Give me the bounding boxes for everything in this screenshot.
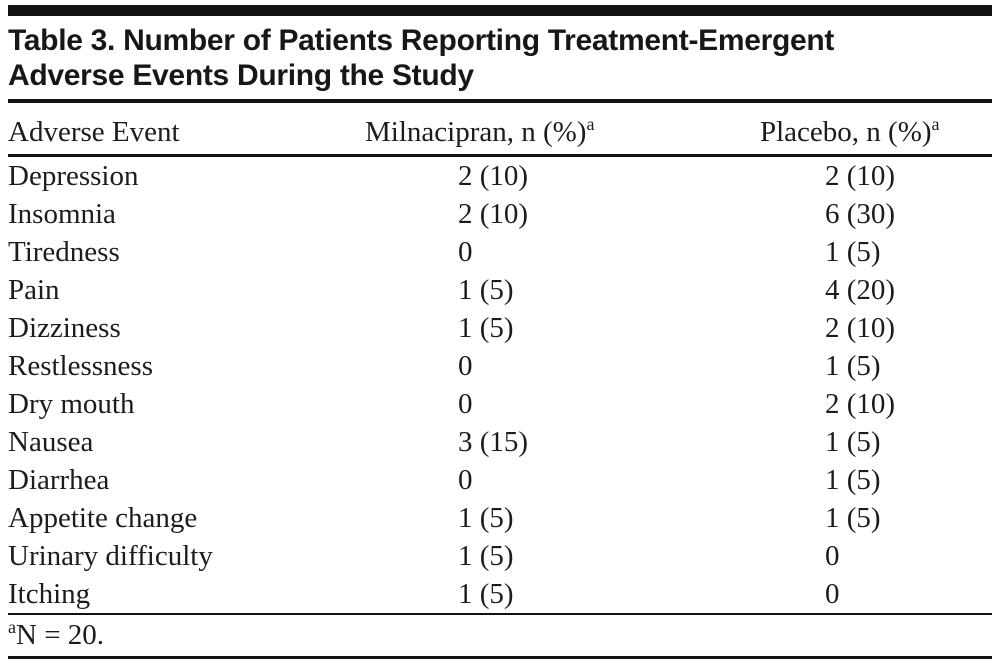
table-row: Dry mouth 0 2 (10) bbox=[8, 385, 992, 423]
adverse-event-cell: Nausea bbox=[8, 426, 94, 458]
table-body: Depression 2 (10) 2 (10) Insomnia 2 (10)… bbox=[8, 157, 992, 613]
milnacipran-value-cell: 3 (15) bbox=[458, 426, 529, 458]
table-bottom-rule bbox=[8, 656, 992, 659]
milnacipran-value-cell: 2 (10) bbox=[458, 160, 529, 192]
adverse-event-cell: Insomnia bbox=[8, 198, 116, 230]
placebo-value-cell: 1 (5) bbox=[825, 502, 881, 534]
table-row: Restlessness 0 1 (5) bbox=[8, 347, 992, 385]
column-header-footnote-marker: a bbox=[931, 114, 940, 134]
milnacipran-value-cell: 1 (5) bbox=[458, 312, 514, 344]
milnacipran-value-cell: 2 (10) bbox=[458, 198, 529, 230]
column-header-footnote-marker: a bbox=[586, 114, 595, 134]
table-row: Nausea 3 (15) 1 (5) bbox=[8, 423, 992, 461]
placebo-value-cell: 2 (10) bbox=[825, 312, 896, 344]
column-header-label: Adverse Event bbox=[8, 116, 180, 148]
milnacipran-value-cell: 0 bbox=[458, 236, 473, 268]
adverse-event-cell: Itching bbox=[8, 578, 91, 610]
table-row: Insomnia 2 (10) 6 (30) bbox=[8, 195, 992, 233]
adverse-event-cell: Restlessness bbox=[8, 350, 153, 382]
body-footnote-divider-rule bbox=[8, 613, 992, 615]
milnacipran-value-cell: 1 (5) bbox=[458, 578, 514, 610]
milnacipran-value-cell: 1 (5) bbox=[458, 540, 514, 572]
table-header-row: Adverse Event Milnacipran, n (%)a Placeb… bbox=[8, 103, 992, 154]
table-row: Pain 1 (5) 4 (20) bbox=[8, 271, 992, 309]
placebo-value-cell: 4 (20) bbox=[825, 274, 896, 306]
adverse-event-cell: Dry mouth bbox=[8, 388, 135, 420]
column-header-adverse-event: Adverse Event bbox=[8, 118, 180, 147]
adverse-event-cell: Urinary difficulty bbox=[8, 540, 213, 572]
placebo-value-cell: 2 (10) bbox=[825, 160, 896, 192]
milnacipran-value-cell: 1 (5) bbox=[458, 274, 514, 306]
placebo-value-cell: 0 bbox=[825, 540, 840, 572]
placebo-value-cell: 1 (5) bbox=[825, 426, 881, 458]
placebo-value-cell: 2 (10) bbox=[825, 388, 896, 420]
table-title-line-1: Table 3. Number of Patients Reporting Tr… bbox=[8, 24, 835, 57]
table-row: Diarrhea 0 1 (5) bbox=[8, 461, 992, 499]
milnacipran-value-cell: 0 bbox=[458, 350, 473, 382]
table-row: Itching 1 (5) 0 bbox=[8, 575, 992, 613]
placebo-value-cell: 1 (5) bbox=[825, 236, 881, 268]
table-row: Tiredness 0 1 (5) bbox=[8, 233, 992, 271]
milnacipran-value-cell: 0 bbox=[458, 464, 473, 496]
adverse-event-cell: Dizziness bbox=[8, 312, 121, 344]
footnote-marker: a bbox=[8, 617, 16, 637]
table-title: Table 3. Number of Patients Reporting Tr… bbox=[8, 23, 992, 93]
placebo-value-cell: 6 (30) bbox=[825, 198, 896, 230]
milnacipran-value-cell: 0 bbox=[458, 388, 473, 420]
column-header-milnacipran: Milnacipran, n (%)a bbox=[365, 115, 594, 148]
placebo-value-cell: 1 (5) bbox=[825, 464, 881, 496]
adverse-event-cell: Diarrhea bbox=[8, 464, 110, 496]
table-row: Urinary difficulty 1 (5) 0 bbox=[8, 537, 992, 575]
adverse-event-cell: Pain bbox=[8, 274, 60, 306]
column-header-label: Milnacipran, n (%) bbox=[365, 116, 587, 148]
placebo-value-cell: 0 bbox=[825, 578, 840, 610]
table-title-line-2: Adverse Events During the Study bbox=[8, 59, 474, 92]
header-divider-rule bbox=[8, 154, 992, 157]
table-row: Appetite change 1 (5) 1 (5) bbox=[8, 499, 992, 537]
footnote-text: N = 20. bbox=[16, 619, 105, 651]
table-footnote: aN = 20. bbox=[8, 615, 992, 656]
adverse-event-cell: Appetite change bbox=[8, 502, 198, 534]
table-row: Depression 2 (10) 2 (10) bbox=[8, 157, 992, 195]
milnacipran-value-cell: 1 (5) bbox=[458, 502, 514, 534]
table-row: Dizziness 1 (5) 2 (10) bbox=[8, 309, 992, 347]
adverse-event-cell: Tiredness bbox=[8, 236, 120, 268]
column-header-placebo: Placebo, n (%)a bbox=[760, 115, 940, 148]
column-header-label: Placebo, n (%) bbox=[760, 116, 932, 148]
title-divider-rule bbox=[8, 99, 992, 103]
placebo-value-cell: 1 (5) bbox=[825, 350, 881, 382]
table-top-rule bbox=[8, 5, 992, 16]
adverse-event-cell: Depression bbox=[8, 160, 139, 192]
